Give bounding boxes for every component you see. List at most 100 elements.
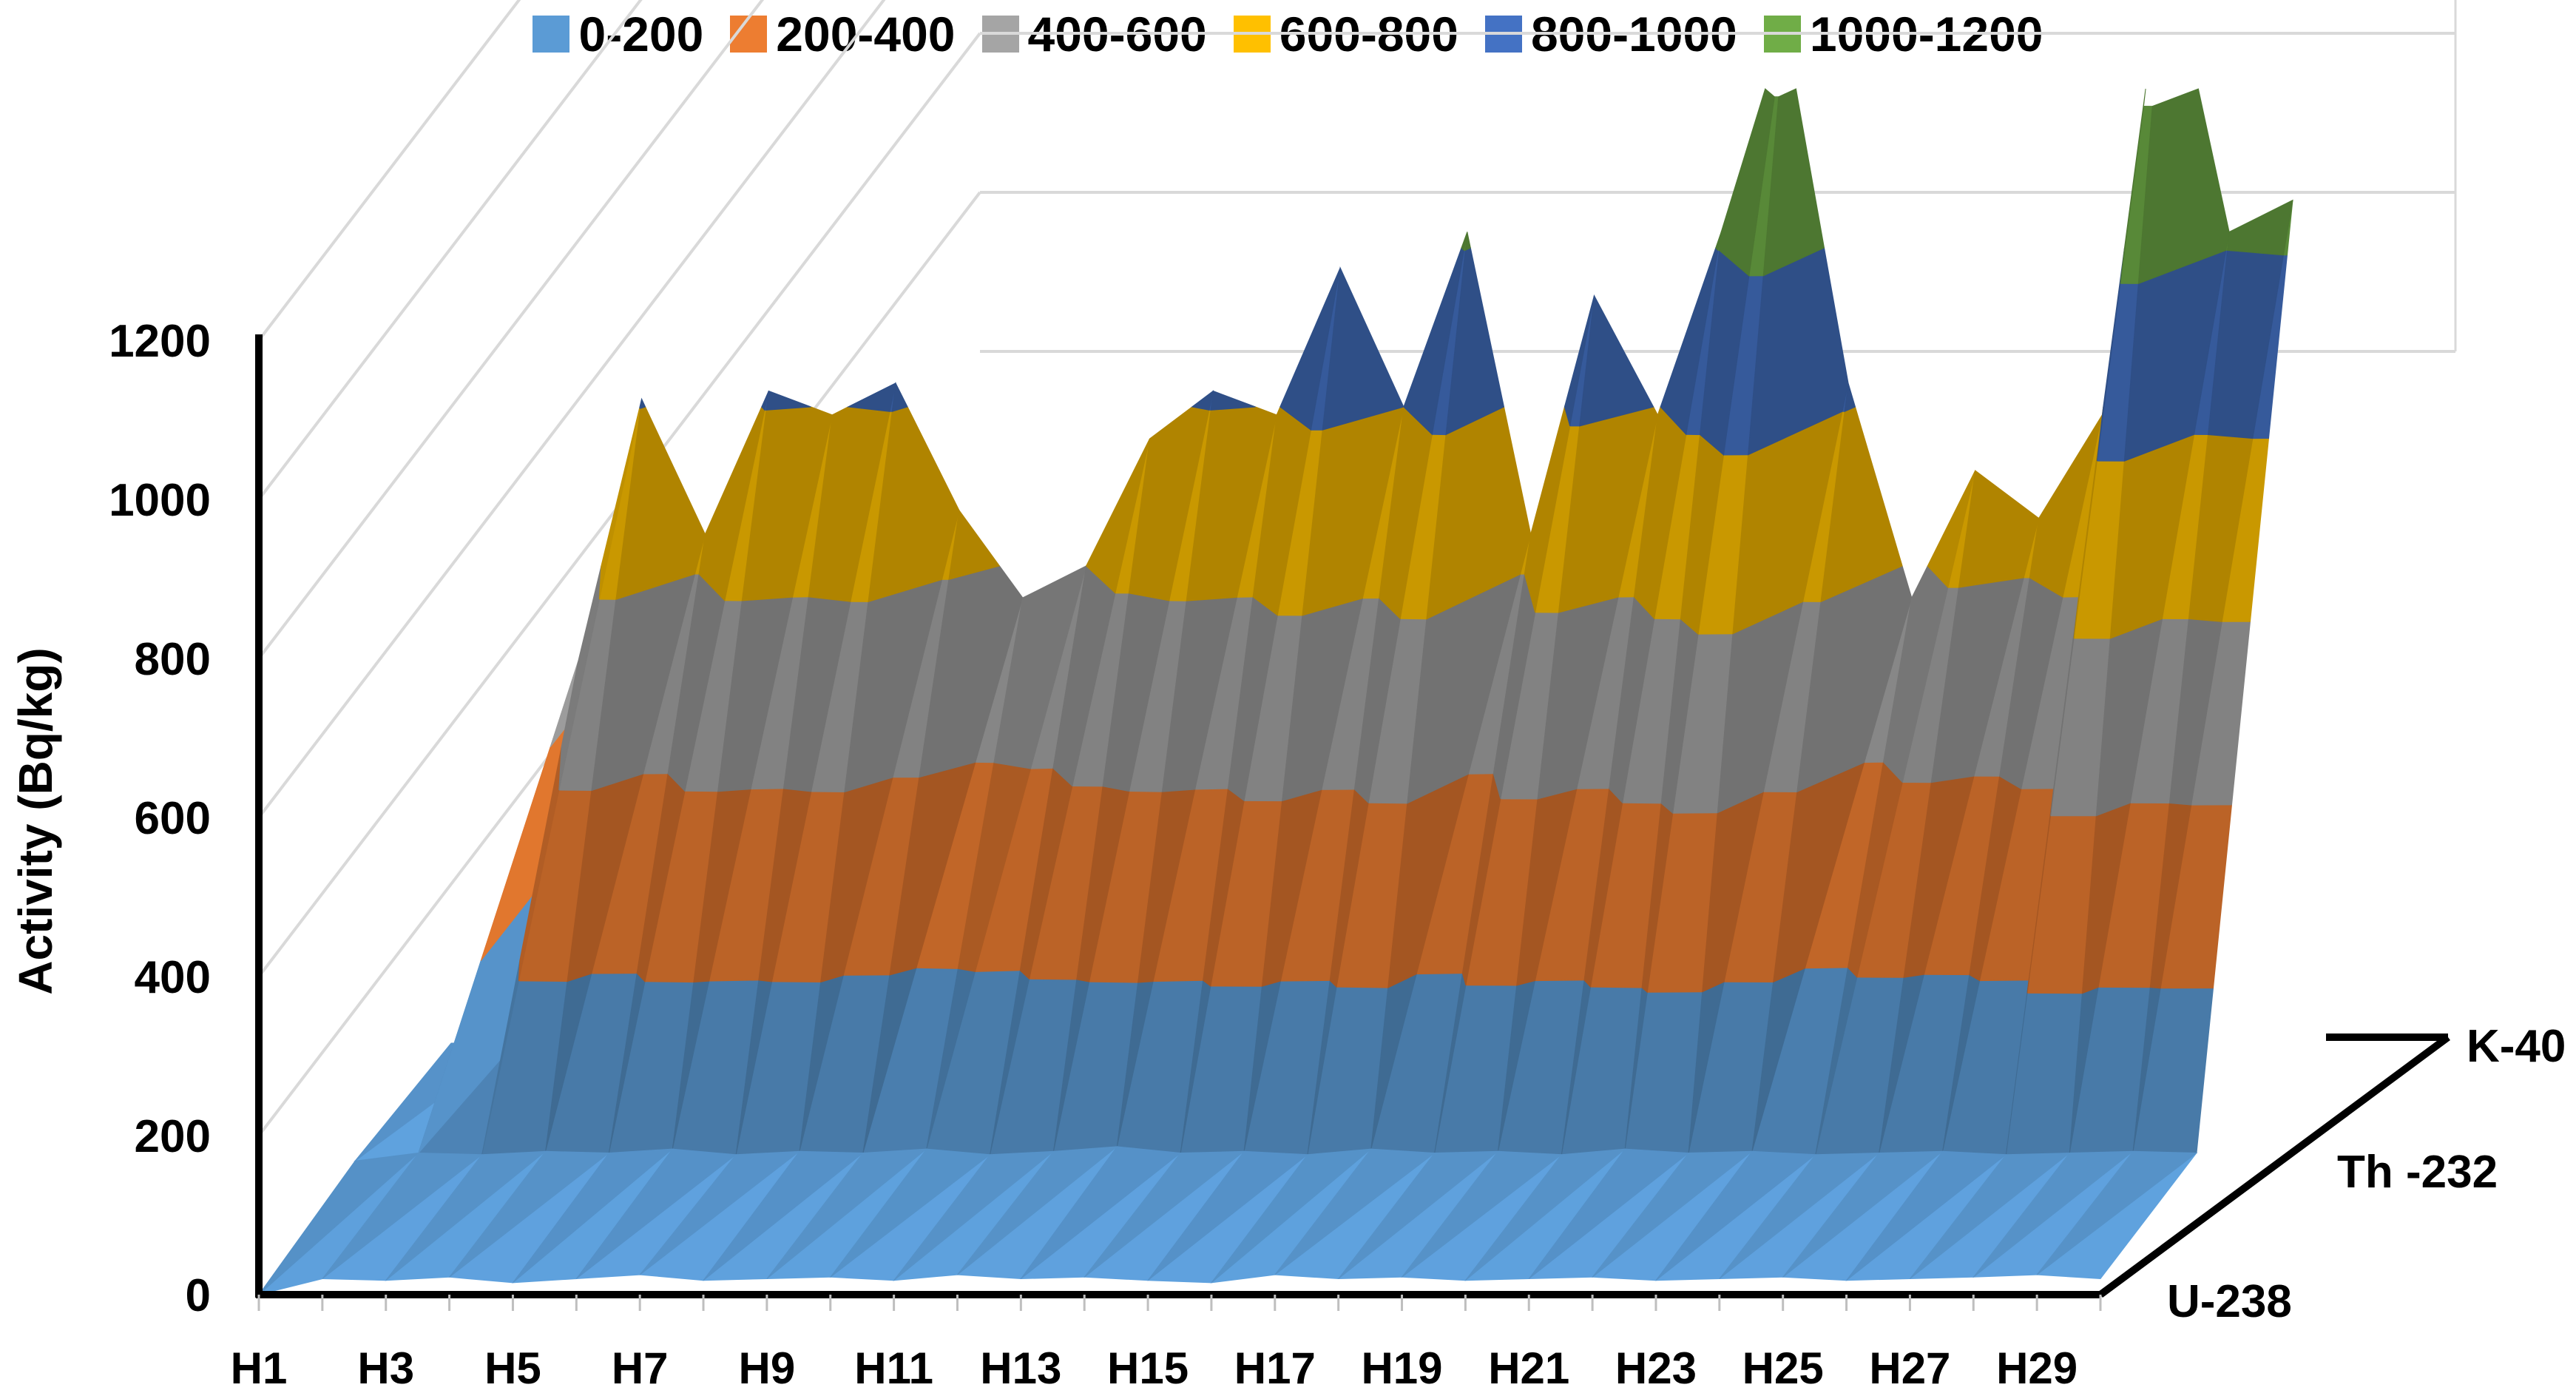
gridline-600 [257, 0, 886, 819]
surface-facet [1844, 382, 1856, 413]
surface-facet [512, 1148, 674, 1284]
surface-facet [891, 382, 908, 413]
surface-facet [258, 1152, 420, 1295]
surface-facet [893, 1150, 1055, 1281]
legend-label-200-400: 200-400 [776, 7, 956, 61]
surface-facet [1972, 1150, 2134, 1278]
y-tick-label: 800 [135, 634, 211, 685]
y-tick-label: 400 [135, 952, 211, 1003]
surface-facet [1846, 1150, 2007, 1281]
legend-item-200-400: 200-400 [730, 6, 956, 62]
surface-facet [766, 1148, 928, 1279]
surface-facet [1592, 1150, 1754, 1278]
x-tick-label: H15 [1107, 1343, 1189, 1393]
surface-facet [1715, 232, 1722, 252]
surface-facet [1252, 406, 1312, 616]
depth-axis-line [2098, 1033, 2450, 1298]
x-tick-label: H1 [231, 1343, 288, 1393]
surface-facet [1461, 232, 1468, 252]
surface-facet [1274, 1148, 1436, 1275]
surface-facet [1210, 390, 1256, 411]
series-label: U-238 [2167, 1276, 2292, 1327]
surface-facet [1579, 294, 1654, 427]
surface-facet [1211, 1148, 1373, 1284]
surface-facet [558, 565, 602, 791]
surface-facet [1762, 88, 1825, 277]
x-tick-label: H29 [1996, 1343, 2078, 1393]
surface-facet [1322, 266, 1404, 431]
surface-facet [1465, 1148, 1626, 1281]
surface-facet [761, 391, 769, 411]
surface-facet [2120, 88, 2146, 284]
surface-facet [1084, 1150, 1245, 1278]
y-tick-label: 600 [135, 793, 211, 844]
x-tick-label: H25 [1742, 1343, 1824, 1393]
y-tick-label: 1200 [109, 316, 211, 367]
x-tick-label: H3 [357, 1343, 414, 1393]
x-tick-label: H5 [484, 1343, 541, 1393]
x-tick-label: H17 [1234, 1343, 1316, 1393]
surface-facet [1464, 232, 1471, 252]
surface-plot [258, 88, 2293, 1295]
surface-facet [1719, 1152, 1881, 1279]
surface-facet [1958, 470, 2040, 588]
surface-facet [449, 1150, 610, 1278]
surface-facet [1085, 438, 1150, 594]
x-tick-label: H21 [1488, 1343, 1569, 1393]
surface-facet [765, 390, 811, 411]
surface-facet [1655, 1150, 1817, 1281]
x-tick-label: H11 [854, 1343, 933, 1393]
surface-facet [1927, 470, 1976, 589]
surface-facet [808, 406, 890, 602]
surface-facet [1882, 565, 1949, 783]
surface-facet [1020, 1146, 1182, 1279]
surface-facet [385, 1150, 547, 1281]
x-tick-label: H19 [1361, 1343, 1442, 1393]
series-label: K-40 [2467, 1021, 2566, 1072]
gridline-800 [257, 0, 765, 660]
gridline-1200 [257, 0, 521, 342]
surface-facet [639, 399, 643, 409]
surface-facet [2029, 414, 2103, 598]
series-label: Th -232 [2337, 1147, 2498, 1198]
surface-facet [1563, 295, 1595, 427]
x-tick-label: H7 [612, 1343, 669, 1393]
surface-facet [1910, 1152, 2071, 1279]
x-tick-label: H23 [1615, 1343, 1697, 1393]
surface-facet [1128, 406, 1210, 601]
gridline-1000 [257, 0, 643, 501]
surface-facet [640, 397, 646, 409]
surface-facet [1402, 1150, 1563, 1278]
surface-facet [703, 1150, 865, 1281]
surface-facet [1279, 267, 1341, 431]
y-tick-label: 0 [186, 1270, 211, 1321]
y-axis-title: Activity (Bq/kg) [9, 647, 62, 994]
surface-facet [1528, 1148, 1690, 1279]
surface-facet [698, 406, 765, 601]
surface-facet [615, 406, 706, 601]
surface-facet [830, 1148, 991, 1278]
surface-facet [1338, 1150, 1499, 1279]
surface-facet [1633, 406, 1687, 620]
surface-facet [1191, 390, 1214, 411]
surface-facet [948, 509, 1001, 580]
axes [255, 334, 2450, 1311]
surface-facet [2226, 199, 2293, 256]
x-tick-label: H27 [1869, 1343, 1950, 1393]
surface-facet [846, 382, 896, 412]
y-tick-label: 1000 [109, 475, 211, 526]
surface-facet [957, 1146, 1118, 1275]
legend-swatch-0-200 [533, 16, 570, 53]
y-tick-label: 200 [135, 1111, 211, 1162]
surface-facet [1719, 88, 1775, 277]
surface-facet [639, 1150, 801, 1275]
surface-facet [1147, 1150, 1309, 1281]
surface-facet [1524, 405, 1571, 613]
surface-facet [575, 1148, 737, 1279]
surface-facet [1782, 1150, 1944, 1278]
axis-labels: 0 200 400 600 800 1000 1200 Activity (Bq/kg) H1 H… [9, 316, 2566, 1393]
x-tick-label: H13 [980, 1343, 1061, 1393]
surface-facet [993, 565, 1087, 769]
surface-facet [2036, 1150, 2198, 1275]
